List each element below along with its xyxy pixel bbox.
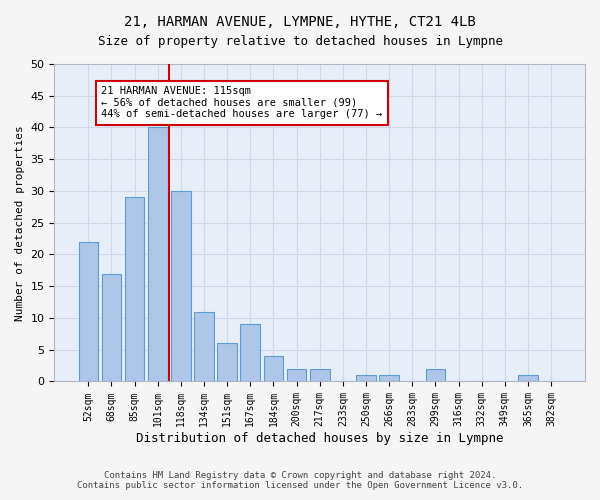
Bar xyxy=(79,242,98,382)
Bar xyxy=(194,312,214,382)
Y-axis label: Number of detached properties: Number of detached properties xyxy=(15,125,25,320)
Bar xyxy=(356,375,376,382)
Bar xyxy=(379,375,399,382)
Bar xyxy=(101,274,121,382)
Bar xyxy=(148,128,167,382)
Text: Contains HM Land Registry data © Crown copyright and database right 2024.
Contai: Contains HM Land Registry data © Crown c… xyxy=(77,470,523,490)
Bar xyxy=(518,375,538,382)
Bar xyxy=(217,344,237,382)
Bar xyxy=(263,356,283,382)
Bar xyxy=(310,369,329,382)
X-axis label: Distribution of detached houses by size in Lympne: Distribution of detached houses by size … xyxy=(136,432,503,445)
Text: 21 HARMAN AVENUE: 115sqm
← 56% of detached houses are smaller (99)
44% of semi-d: 21 HARMAN AVENUE: 115sqm ← 56% of detach… xyxy=(101,86,382,120)
Bar xyxy=(287,369,307,382)
Text: Size of property relative to detached houses in Lympne: Size of property relative to detached ho… xyxy=(97,35,503,48)
Bar xyxy=(171,191,191,382)
Bar xyxy=(241,324,260,382)
Text: 21, HARMAN AVENUE, LYMPNE, HYTHE, CT21 4LB: 21, HARMAN AVENUE, LYMPNE, HYTHE, CT21 4… xyxy=(124,15,476,29)
Bar xyxy=(125,198,145,382)
Bar xyxy=(425,369,445,382)
